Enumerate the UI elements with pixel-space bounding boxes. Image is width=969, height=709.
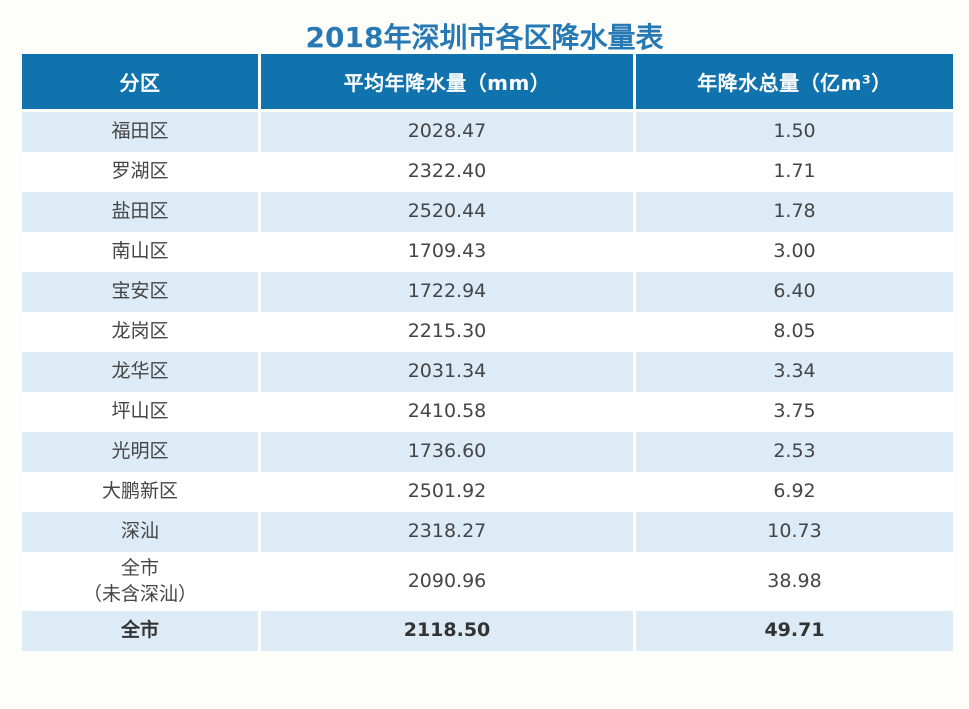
cell-annual-total-rainfall-yi-m3: 3.75 xyxy=(633,392,953,432)
cell-avg-annual-rainfall-mm: 2520.44 xyxy=(258,192,633,232)
table-row: 全市 2118.50 49.71 xyxy=(22,611,953,652)
cell-annual-total-rainfall-yi-m3: 2.53 xyxy=(633,432,953,472)
cell-annual-total-rainfall-yi-m3: 10.73 xyxy=(633,512,953,552)
cell-avg-annual-rainfall-mm: 2028.47 xyxy=(258,112,633,152)
col-header-annual-total-rainfall: 年降水总量（亿m³） xyxy=(633,54,953,112)
table-row: 全市 （未含深汕） 2090.96 38.98 xyxy=(22,552,953,612)
cell-district: 福田区 xyxy=(22,112,258,152)
cell-district: 南山区 xyxy=(22,232,258,272)
cell-avg-annual-rainfall-mm: 2031.34 xyxy=(258,352,633,392)
cell-annual-total-rainfall-yi-m3: 1.78 xyxy=(633,192,953,232)
table-row: 光明区 1736.60 2.53 xyxy=(22,432,953,472)
table-row: 龙岗区 2215.30 8.05 xyxy=(22,312,953,352)
rainfall-table: 分区 平均年降水量（mm） 年降水总量（亿m³） 福田区 2028.47 1.50 罗… xyxy=(22,54,953,652)
cell-avg-annual-rainfall-mm: 2318.27 xyxy=(258,512,633,552)
cell-district: 坪山区 xyxy=(22,392,258,432)
table-row: 福田区 2028.47 1.50 xyxy=(22,112,953,152)
cell-avg-annual-rainfall-mm: 2090.96 xyxy=(258,552,633,612)
table-row: 南山区 1709.43 3.00 xyxy=(22,232,953,272)
cell-annual-total-rainfall-yi-m3: 6.92 xyxy=(633,472,953,512)
cell-district: 罗湖区 xyxy=(22,152,258,192)
cell-district: 大鹏新区 xyxy=(22,472,258,512)
page-title: 2018年深圳市各区降水量表 xyxy=(305,21,664,54)
cell-avg-annual-rainfall-mm: 2215.30 xyxy=(258,312,633,352)
cell-district: 全市 xyxy=(22,611,258,652)
table-row: 罗湖区 2322.40 1.71 xyxy=(22,152,953,192)
cell-annual-total-rainfall-yi-m3: 6.40 xyxy=(633,272,953,312)
cell-annual-total-rainfall-yi-m3: 3.34 xyxy=(633,352,953,392)
cell-avg-annual-rainfall-mm: 2322.40 xyxy=(258,152,633,192)
table-row: 大鹏新区 2501.92 6.92 xyxy=(22,472,953,512)
col-header-district: 分区 xyxy=(22,54,258,112)
cell-district: 全市 （未含深汕） xyxy=(22,552,258,612)
table-row: 龙华区 2031.34 3.34 xyxy=(22,352,953,392)
cell-avg-annual-rainfall-mm: 2410.58 xyxy=(258,392,633,432)
cell-annual-total-rainfall-yi-m3: 38.98 xyxy=(633,552,953,612)
cell-district: 宝安区 xyxy=(22,272,258,312)
cell-district: 光明区 xyxy=(22,432,258,472)
table-row: 深汕 2318.27 10.73 xyxy=(22,512,953,552)
cell-annual-total-rainfall-yi-m3: 49.71 xyxy=(633,611,953,652)
cell-avg-annual-rainfall-mm: 1709.43 xyxy=(258,232,633,272)
cell-avg-annual-rainfall-mm: 2501.92 xyxy=(258,472,633,512)
cell-avg-annual-rainfall-mm: 1722.94 xyxy=(258,272,633,312)
cell-annual-total-rainfall-yi-m3: 1.50 xyxy=(633,112,953,152)
cell-annual-total-rainfall-yi-m3: 1.71 xyxy=(633,152,953,192)
cell-district: 龙岗区 xyxy=(22,312,258,352)
cell-avg-annual-rainfall-mm: 1736.60 xyxy=(258,432,633,472)
header-row: 分区 平均年降水量（mm） 年降水总量（亿m³） xyxy=(22,54,953,112)
cell-district: 深汕 xyxy=(22,512,258,552)
table-row: 盐田区 2520.44 1.78 xyxy=(22,192,953,232)
cell-avg-annual-rainfall-mm: 2118.50 xyxy=(258,611,633,652)
cell-district: 盐田区 xyxy=(22,192,258,232)
table-row: 坪山区 2410.58 3.75 xyxy=(22,392,953,432)
table-row: 宝安区 1722.94 6.40 xyxy=(22,272,953,312)
cell-district: 龙华区 xyxy=(22,352,258,392)
col-header-avg-annual-rainfall: 平均年降水量（mm） xyxy=(258,54,633,112)
cell-annual-total-rainfall-yi-m3: 3.00 xyxy=(633,232,953,272)
cell-annual-total-rainfall-yi-m3: 8.05 xyxy=(633,312,953,352)
table-body: 福田区 2028.47 1.50 罗湖区 2322.40 1.71 盐田区 2520.44 1.… xyxy=(22,112,953,652)
